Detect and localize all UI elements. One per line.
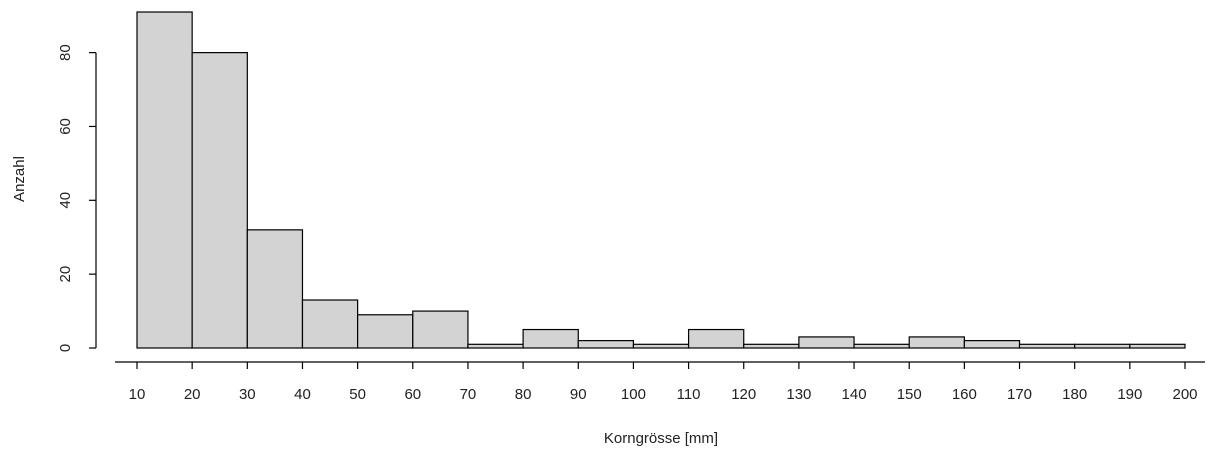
histogram-bar bbox=[522, 328, 579, 349]
histogram-bar bbox=[357, 314, 414, 349]
histogram-bar bbox=[246, 229, 304, 349]
histogram-bar bbox=[743, 343, 800, 349]
x-tick-label: 130 bbox=[786, 386, 811, 403]
histogram-bar bbox=[963, 340, 1021, 349]
x-tick-label: 200 bbox=[1172, 386, 1197, 403]
x-tick-label: 170 bbox=[1007, 386, 1032, 403]
histogram-bar bbox=[1129, 343, 1186, 349]
x-tick-label: 190 bbox=[1117, 386, 1142, 403]
bars-group bbox=[136, 11, 1186, 349]
y-tick-label: 80 bbox=[57, 44, 74, 61]
x-tick-label: 140 bbox=[842, 386, 867, 403]
y-tick-label: 60 bbox=[57, 118, 74, 135]
x-tick-label: 100 bbox=[621, 386, 646, 403]
x-tick-label: 20 bbox=[184, 386, 201, 403]
y-tick-label: 40 bbox=[57, 192, 74, 209]
x-tick-label: 110 bbox=[677, 386, 701, 403]
x-tick-label: 150 bbox=[897, 386, 922, 403]
y-axis: 0 20 40 60 80 bbox=[57, 44, 97, 352]
histogram-bar bbox=[467, 343, 524, 349]
x-tick-label: 180 bbox=[1062, 386, 1087, 403]
x-tick-label: 90 bbox=[570, 386, 587, 403]
histogram-bar bbox=[136, 11, 193, 349]
y-tick-label: 20 bbox=[57, 266, 74, 283]
x-axis: 10 20 30 40 50 60 70 80 90 100 110 120 130 140 150 160 1… bbox=[115, 361, 1205, 403]
histogram-bar bbox=[1018, 343, 1076, 349]
x-tick-label: 80 bbox=[515, 386, 532, 403]
x-tick-label: 10 bbox=[129, 386, 146, 403]
x-tick-label: 160 bbox=[952, 386, 977, 403]
x-tick-label: 40 bbox=[294, 386, 311, 403]
histogram-bar bbox=[1074, 343, 1131, 349]
histogram-bar bbox=[687, 328, 745, 349]
y-axis-title: Anzahl bbox=[11, 156, 28, 202]
histogram-bar bbox=[191, 52, 248, 349]
histogram-bar bbox=[908, 336, 965, 349]
histogram-bar bbox=[301, 299, 359, 349]
histogram-bar bbox=[412, 310, 469, 349]
x-tick-label: 120 bbox=[731, 386, 756, 403]
y-tick-label: 0 bbox=[57, 344, 74, 352]
histogram-bar bbox=[577, 340, 635, 349]
x-tick-label: 60 bbox=[404, 386, 421, 403]
histogram-bar bbox=[798, 336, 855, 349]
x-tick-label: 30 bbox=[239, 386, 256, 403]
x-tick-label: 70 bbox=[460, 386, 477, 403]
x-axis-title: Korngrösse [mm] bbox=[604, 430, 718, 447]
histogram-bar bbox=[853, 343, 910, 349]
x-tick-label: 50 bbox=[349, 386, 366, 403]
histogram-bar bbox=[632, 343, 690, 349]
